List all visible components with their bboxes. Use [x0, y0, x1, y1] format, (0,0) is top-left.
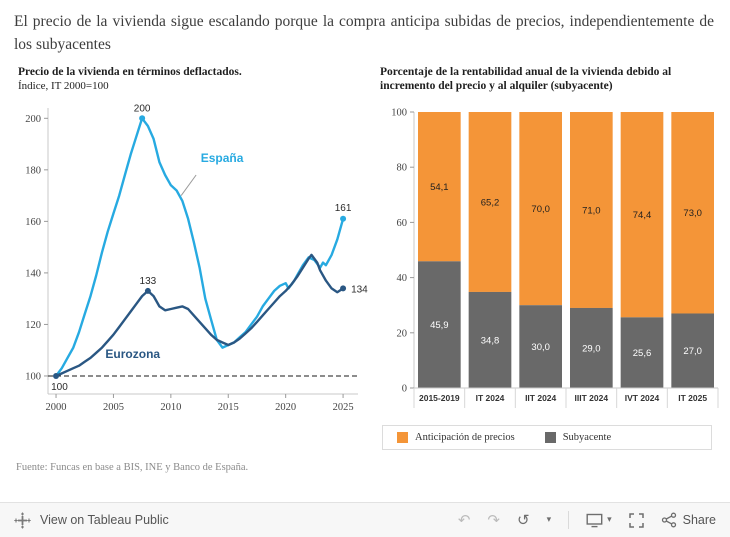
- svg-text:IVT 2024: IVT 2024: [625, 393, 660, 403]
- svg-text:45,9: 45,9: [430, 321, 449, 332]
- svg-text:161: 161: [335, 203, 352, 214]
- svg-text:2015-2019: 2015-2019: [419, 393, 460, 403]
- page-title: El precio de la vivienda sigue escalando…: [14, 13, 714, 54]
- svg-text:80: 80: [397, 163, 408, 174]
- svg-text:IIT 2024: IIT 2024: [525, 393, 556, 403]
- legend-label: Subyacente: [562, 432, 612, 444]
- svg-text:134: 134: [351, 284, 368, 295]
- fullscreen-button[interactable]: [628, 512, 644, 528]
- line-chart-subtitle: Índice, IT 2000=100: [18, 80, 109, 93]
- svg-text:100: 100: [25, 371, 41, 382]
- line-chart[interactable]: 100 120 140 160 180 200 2000 2005 2010 2015 2020 20…: [6, 98, 372, 420]
- svg-text:160: 160: [25, 217, 41, 228]
- svg-text:2000: 2000: [46, 402, 67, 413]
- svg-text:IT 2024: IT 2024: [476, 393, 505, 403]
- source-note: Fuente: Funcas en base a BIS, INE y Banc…: [16, 462, 249, 474]
- reset-icon[interactable]: ↺: [517, 510, 530, 529]
- svg-text:IIIT 2024: IIIT 2024: [575, 393, 609, 403]
- svg-text:133: 133: [140, 276, 157, 287]
- toolbar-divider: [568, 511, 570, 529]
- svg-text:2020: 2020: [275, 402, 296, 413]
- svg-text:40: 40: [397, 273, 408, 284]
- bar-chart-panel: Porcentaje de la rentabilidad anual de l…: [378, 65, 724, 451]
- svg-text:0: 0: [402, 384, 407, 395]
- bar-chart-title: Porcentaje de la rentabilidad anual de l…: [380, 65, 672, 93]
- share-button[interactable]: Share: [661, 512, 716, 528]
- svg-text:140: 140: [25, 268, 41, 279]
- undo-icon[interactable]: ↶: [457, 510, 471, 529]
- svg-text:IT 2025: IT 2025: [678, 393, 707, 403]
- svg-text:73,0: 73,0: [683, 209, 702, 220]
- svg-text:200: 200: [134, 103, 151, 114]
- svg-text:2015: 2015: [218, 402, 239, 413]
- redo-icon[interactable]: ↷: [487, 510, 500, 529]
- tableau-toolbar: View on Tableau Public ↶ ↷ ↺ ▾ ▾: [0, 502, 730, 537]
- display-download-icon: [586, 513, 603, 527]
- svg-text:2005: 2005: [103, 402, 124, 413]
- svg-text:100: 100: [51, 382, 68, 393]
- line-chart-panel: Precio de la vivienda en términos deflac…: [6, 65, 378, 451]
- svg-text:2010: 2010: [160, 402, 181, 413]
- share-icon: [661, 512, 676, 528]
- svg-text:54,1: 54,1: [430, 183, 449, 194]
- chevron-down-icon[interactable]: ▾: [546, 515, 552, 525]
- line-chart-title: Precio de la vivienda en términos deflac…: [18, 65, 242, 78]
- svg-text:34,8: 34,8: [481, 336, 500, 347]
- share-label: Share: [682, 513, 716, 527]
- svg-text:Eurozona: Eurozona: [105, 347, 160, 361]
- svg-text:2025: 2025: [333, 402, 354, 413]
- orange-swatch-icon: [397, 432, 408, 444]
- svg-text:100: 100: [391, 108, 407, 119]
- fullscreen-icon: [628, 512, 644, 528]
- tableau-logo-icon: [14, 512, 31, 528]
- legend-label: Anticipación de precios: [415, 432, 515, 444]
- svg-text:65,2: 65,2: [481, 198, 500, 209]
- svg-text:74,4: 74,4: [633, 211, 652, 222]
- chevron-down-icon: ▾: [607, 515, 612, 525]
- charts-row: Precio de la vivienda en términos deflac…: [0, 65, 730, 451]
- svg-text:60: 60: [397, 218, 408, 229]
- svg-text:30,0: 30,0: [531, 342, 550, 353]
- svg-text:70,0: 70,0: [531, 204, 550, 215]
- bar-chart-legend: Anticipación de precios Subyacente: [382, 425, 712, 451]
- view-on-tableau-public-link[interactable]: View on Tableau Public: [14, 512, 169, 529]
- legend-item-anticipacion[interactable]: Anticipación de precios: [397, 432, 515, 444]
- tableau-viz: El precio de la vivienda sigue escalando…: [0, 10, 730, 502]
- svg-text:20: 20: [397, 329, 408, 340]
- bar-chart[interactable]: 0 20 40 60 80 100 54,1 45,9 2015-2019 65,2 34,8 IT …: [378, 100, 724, 414]
- view-on-tableau-public-label: View on Tableau Public: [40, 513, 169, 527]
- svg-text:71,0: 71,0: [582, 206, 601, 217]
- svg-text:27,0: 27,0: [683, 347, 702, 358]
- toolbar-actions: ↶ ↷ ↺ ▾ ▾ Share: [458, 511, 716, 529]
- svg-text:29,0: 29,0: [582, 344, 601, 355]
- svg-text:200: 200: [25, 114, 41, 125]
- svg-text:España: España: [201, 151, 244, 165]
- svg-text:25,6: 25,6: [633, 349, 652, 360]
- download-button[interactable]: ▾: [586, 513, 612, 528]
- svg-text:180: 180: [25, 165, 41, 176]
- legend-item-subyacente[interactable]: Subyacente: [544, 432, 612, 444]
- svg-text:120: 120: [25, 320, 41, 331]
- gray-swatch-icon: [544, 432, 556, 444]
